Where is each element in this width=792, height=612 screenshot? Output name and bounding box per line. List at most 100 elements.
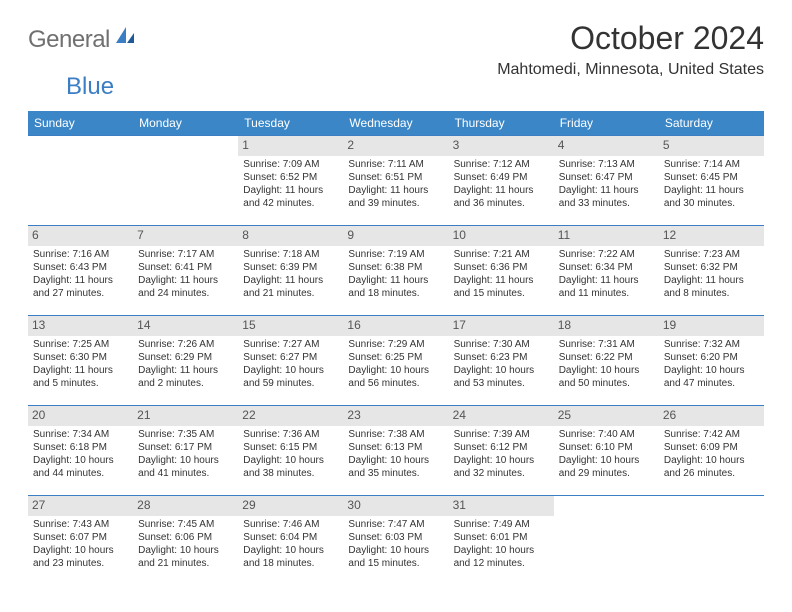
cell-line: Sunrise: 7:26 AM — [138, 338, 233, 351]
cell-details: Sunrise: 7:13 AMSunset: 6:47 PMDaylight:… — [558, 158, 655, 210]
cell-details: Sunrise: 7:31 AMSunset: 6:22 PMDaylight:… — [558, 338, 655, 390]
cell-line: and 30 minutes. — [664, 197, 759, 210]
calendar-cell: 7Sunrise: 7:17 AMSunset: 6:41 PMDaylight… — [133, 226, 238, 316]
cell-line: Sunrise: 7:18 AM — [243, 248, 338, 261]
day-number: 24 — [449, 406, 554, 426]
cell-line: and 27 minutes. — [33, 287, 128, 300]
cell-details: Sunrise: 7:22 AMSunset: 6:34 PMDaylight:… — [558, 248, 655, 300]
calendar-cell: 31Sunrise: 7:49 AMSunset: 6:01 PMDayligh… — [449, 496, 554, 586]
cell-line: Sunset: 6:12 PM — [454, 441, 549, 454]
calendar-cell: 3Sunrise: 7:12 AMSunset: 6:49 PMDaylight… — [449, 136, 554, 226]
cell-details: Sunrise: 7:26 AMSunset: 6:29 PMDaylight:… — [137, 338, 234, 390]
cell-line: and 44 minutes. — [33, 467, 128, 480]
cell-details: Sunrise: 7:09 AMSunset: 6:52 PMDaylight:… — [242, 158, 339, 210]
calendar-cell: . — [554, 496, 659, 586]
cell-line: Sunset: 6:17 PM — [138, 441, 233, 454]
calendar-cell: . — [659, 496, 764, 586]
cell-line: and 56 minutes. — [348, 377, 443, 390]
calendar-cell: 25Sunrise: 7:40 AMSunset: 6:10 PMDayligh… — [554, 406, 659, 496]
cell-line: Daylight: 11 hours — [559, 274, 654, 287]
calendar-cell: 29Sunrise: 7:46 AMSunset: 6:04 PMDayligh… — [238, 496, 343, 586]
day-number: 4 — [554, 136, 659, 156]
cell-details: Sunrise: 7:34 AMSunset: 6:18 PMDaylight:… — [32, 428, 129, 480]
cell-details: Sunrise: 7:43 AMSunset: 6:07 PMDaylight:… — [32, 518, 129, 570]
cell-line: Daylight: 10 hours — [454, 544, 549, 557]
calendar-week-row: 20Sunrise: 7:34 AMSunset: 6:18 PMDayligh… — [28, 406, 764, 496]
cell-line: Sunrise: 7:32 AM — [664, 338, 759, 351]
cell-line: and 33 minutes. — [559, 197, 654, 210]
cell-line: and 21 minutes. — [243, 287, 338, 300]
cell-line: and 24 minutes. — [138, 287, 233, 300]
cell-line: Sunrise: 7:19 AM — [348, 248, 443, 261]
calendar-cell: 16Sunrise: 7:29 AMSunset: 6:25 PMDayligh… — [343, 316, 448, 406]
calendar-cell: 19Sunrise: 7:32 AMSunset: 6:20 PMDayligh… — [659, 316, 764, 406]
day-number: 1 — [238, 136, 343, 156]
day-number: 15 — [238, 316, 343, 336]
month-title: October 2024 — [497, 20, 764, 57]
cell-details: Sunrise: 7:30 AMSunset: 6:23 PMDaylight:… — [453, 338, 550, 390]
cell-line: Daylight: 11 hours — [664, 274, 759, 287]
location-text: Mahtomedi, Minnesota, United States — [497, 61, 764, 79]
cell-line: Sunrise: 7:25 AM — [33, 338, 128, 351]
cell-line: and 42 minutes. — [243, 197, 338, 210]
cell-line: and 38 minutes. — [243, 467, 338, 480]
cell-line: Sunrise: 7:34 AM — [33, 428, 128, 441]
calendar-cell: 26Sunrise: 7:42 AMSunset: 6:09 PMDayligh… — [659, 406, 764, 496]
calendar-cell: 1Sunrise: 7:09 AMSunset: 6:52 PMDaylight… — [238, 136, 343, 226]
cell-line: Sunset: 6:34 PM — [559, 261, 654, 274]
calendar-cell: 5Sunrise: 7:14 AMSunset: 6:45 PMDaylight… — [659, 136, 764, 226]
calendar-cell: 18Sunrise: 7:31 AMSunset: 6:22 PMDayligh… — [554, 316, 659, 406]
cell-line: Sunrise: 7:40 AM — [559, 428, 654, 441]
calendar-cell: 4Sunrise: 7:13 AMSunset: 6:47 PMDaylight… — [554, 136, 659, 226]
cell-line: Daylight: 11 hours — [33, 364, 128, 377]
cell-line: and 47 minutes. — [664, 377, 759, 390]
cell-details: Sunrise: 7:27 AMSunset: 6:27 PMDaylight:… — [242, 338, 339, 390]
cell-line: and 59 minutes. — [243, 377, 338, 390]
cell-line: Sunset: 6:07 PM — [33, 531, 128, 544]
day-number: 22 — [238, 406, 343, 426]
calendar-cell: 30Sunrise: 7:47 AMSunset: 6:03 PMDayligh… — [343, 496, 448, 586]
cell-line: Sunrise: 7:22 AM — [559, 248, 654, 261]
calendar-cell: 12Sunrise: 7:23 AMSunset: 6:32 PMDayligh… — [659, 226, 764, 316]
cell-line: Daylight: 11 hours — [454, 184, 549, 197]
cell-line: and 11 minutes. — [559, 287, 654, 300]
cell-line: Sunrise: 7:49 AM — [454, 518, 549, 531]
day-number: 20 — [28, 406, 133, 426]
day-number: 13 — [28, 316, 133, 336]
cell-line: Sunset: 6:25 PM — [348, 351, 443, 364]
cell-line: and 15 minutes. — [454, 287, 549, 300]
calendar-head: Sunday Monday Tuesday Wednesday Thursday… — [28, 111, 764, 136]
day-number: 9 — [343, 226, 448, 246]
cell-line: Sunrise: 7:23 AM — [664, 248, 759, 261]
cell-line: Sunrise: 7:39 AM — [454, 428, 549, 441]
cell-line: Sunrise: 7:12 AM — [454, 158, 549, 171]
day-number: 26 — [659, 406, 764, 426]
cell-line: Sunset: 6:43 PM — [33, 261, 128, 274]
cell-line: Sunset: 6:23 PM — [454, 351, 549, 364]
cell-line: Daylight: 10 hours — [454, 454, 549, 467]
cell-line: Sunset: 6:13 PM — [348, 441, 443, 454]
cell-details: Sunrise: 7:39 AMSunset: 6:12 PMDaylight:… — [453, 428, 550, 480]
cell-line: Sunset: 6:04 PM — [243, 531, 338, 544]
cell-line: Sunset: 6:38 PM — [348, 261, 443, 274]
day-number: 7 — [133, 226, 238, 246]
cell-line: Daylight: 11 hours — [348, 184, 443, 197]
cell-line: Sunrise: 7:27 AM — [243, 338, 338, 351]
day-number: 2 — [343, 136, 448, 156]
cell-line: Daylight: 11 hours — [138, 274, 233, 287]
cell-line: and 26 minutes. — [664, 467, 759, 480]
calendar-cell: 13Sunrise: 7:25 AMSunset: 6:30 PMDayligh… — [28, 316, 133, 406]
cell-details: Sunrise: 7:40 AMSunset: 6:10 PMDaylight:… — [558, 428, 655, 480]
logo: General — [28, 26, 138, 54]
cell-line: Sunset: 6:18 PM — [33, 441, 128, 454]
cell-line: Sunset: 6:39 PM — [243, 261, 338, 274]
cell-line: Daylight: 10 hours — [348, 454, 443, 467]
calendar-cell: 20Sunrise: 7:34 AMSunset: 6:18 PMDayligh… — [28, 406, 133, 496]
cell-line: Daylight: 11 hours — [243, 184, 338, 197]
cell-line: and 39 minutes. — [348, 197, 443, 210]
cell-details: Sunrise: 7:23 AMSunset: 6:32 PMDaylight:… — [663, 248, 760, 300]
calendar-cell: 15Sunrise: 7:27 AMSunset: 6:27 PMDayligh… — [238, 316, 343, 406]
calendar-cell: 17Sunrise: 7:30 AMSunset: 6:23 PMDayligh… — [449, 316, 554, 406]
cell-details: Sunrise: 7:49 AMSunset: 6:01 PMDaylight:… — [453, 518, 550, 570]
cell-details: Sunrise: 7:25 AMSunset: 6:30 PMDaylight:… — [32, 338, 129, 390]
